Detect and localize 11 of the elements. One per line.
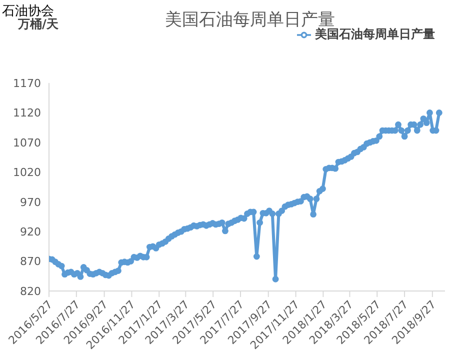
y-tick-label: 870 <box>20 255 41 268</box>
y-tick-label: 1070 <box>13 136 41 150</box>
y-tick-label: 970 <box>20 196 41 209</box>
y-tick-label: 820 <box>20 284 41 298</box>
y-axis-title: 万桶/天 <box>18 16 58 33</box>
text: 石油协会 <box>2 3 54 19</box>
y-tick-label: 1170 <box>13 76 41 90</box>
legend-label: 美国石油每周单日产量 <box>315 27 435 41</box>
y-tick-label: 1120 <box>13 106 41 120</box>
y-tick-label: 1020 <box>13 166 41 180</box>
y-tick-label: 920 <box>20 225 41 238</box>
